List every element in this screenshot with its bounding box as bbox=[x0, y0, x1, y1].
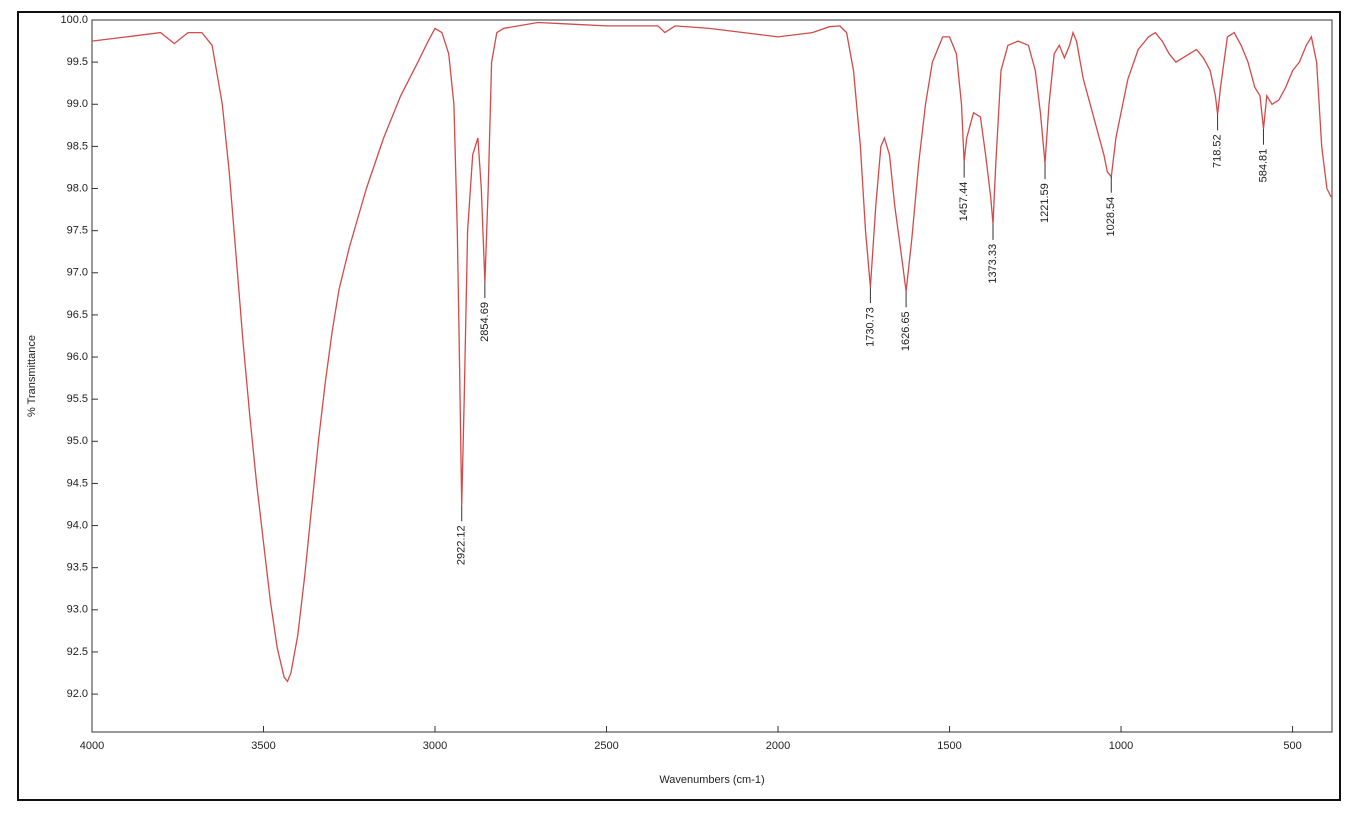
y-tick-label: 95.0 bbox=[67, 435, 88, 447]
x-tick-label: 2500 bbox=[594, 740, 618, 752]
y-tick-label: 100.0 bbox=[60, 14, 88, 26]
x-tick-label: 3000 bbox=[423, 740, 447, 752]
peak-label: 2854.69 bbox=[479, 302, 491, 342]
y-tick-label: 94.0 bbox=[67, 519, 88, 531]
y-tick-label: 96.5 bbox=[67, 309, 88, 321]
x-tick-label: 1500 bbox=[937, 740, 961, 752]
y-tick-label: 98.5 bbox=[67, 140, 88, 152]
peak-label: 1457.44 bbox=[958, 182, 970, 222]
peak-label: 718.52 bbox=[1212, 134, 1224, 168]
x-axis-label: Wavenumbers (cm-1) bbox=[659, 774, 764, 786]
y-tick-label: 99.5 bbox=[67, 56, 88, 68]
y-tick-label: 97.5 bbox=[67, 225, 88, 237]
y-tick-label: 95.5 bbox=[67, 393, 88, 405]
spectrum-line bbox=[91, 21, 1332, 683]
y-tick-label: 92.0 bbox=[67, 688, 88, 700]
peak-label: 1730.73 bbox=[864, 307, 876, 347]
y-tick-label: 92.5 bbox=[67, 646, 88, 658]
x-tick-label: 1000 bbox=[1109, 740, 1133, 752]
peak-label: 2922.12 bbox=[456, 525, 468, 565]
plot-frame bbox=[91, 19, 1333, 733]
x-tick-label: 2000 bbox=[766, 740, 790, 752]
x-tick-label: 500 bbox=[1283, 740, 1301, 752]
peak-label: 1028.54 bbox=[1105, 197, 1117, 237]
peak-label: 1373.33 bbox=[987, 244, 999, 284]
y-tick-label: 93.0 bbox=[67, 604, 88, 616]
peak-label: 1626.65 bbox=[900, 311, 912, 351]
y-tick-label: 98.0 bbox=[67, 182, 88, 194]
outer-frame bbox=[17, 11, 1341, 801]
y-tick-label: 94.5 bbox=[67, 477, 88, 489]
x-tick-label: 3500 bbox=[251, 740, 275, 752]
y-axis-label: % Transmittance bbox=[26, 335, 38, 417]
peak-label: 584.81 bbox=[1257, 149, 1269, 183]
y-tick-label: 99.0 bbox=[67, 98, 88, 110]
peak-label: 1221.59 bbox=[1039, 183, 1051, 223]
x-tick-label: 4000 bbox=[80, 740, 104, 752]
y-tick-label: 96.0 bbox=[67, 351, 88, 363]
y-tick-label: 93.5 bbox=[67, 562, 88, 574]
y-tick-label: 97.0 bbox=[67, 267, 88, 279]
